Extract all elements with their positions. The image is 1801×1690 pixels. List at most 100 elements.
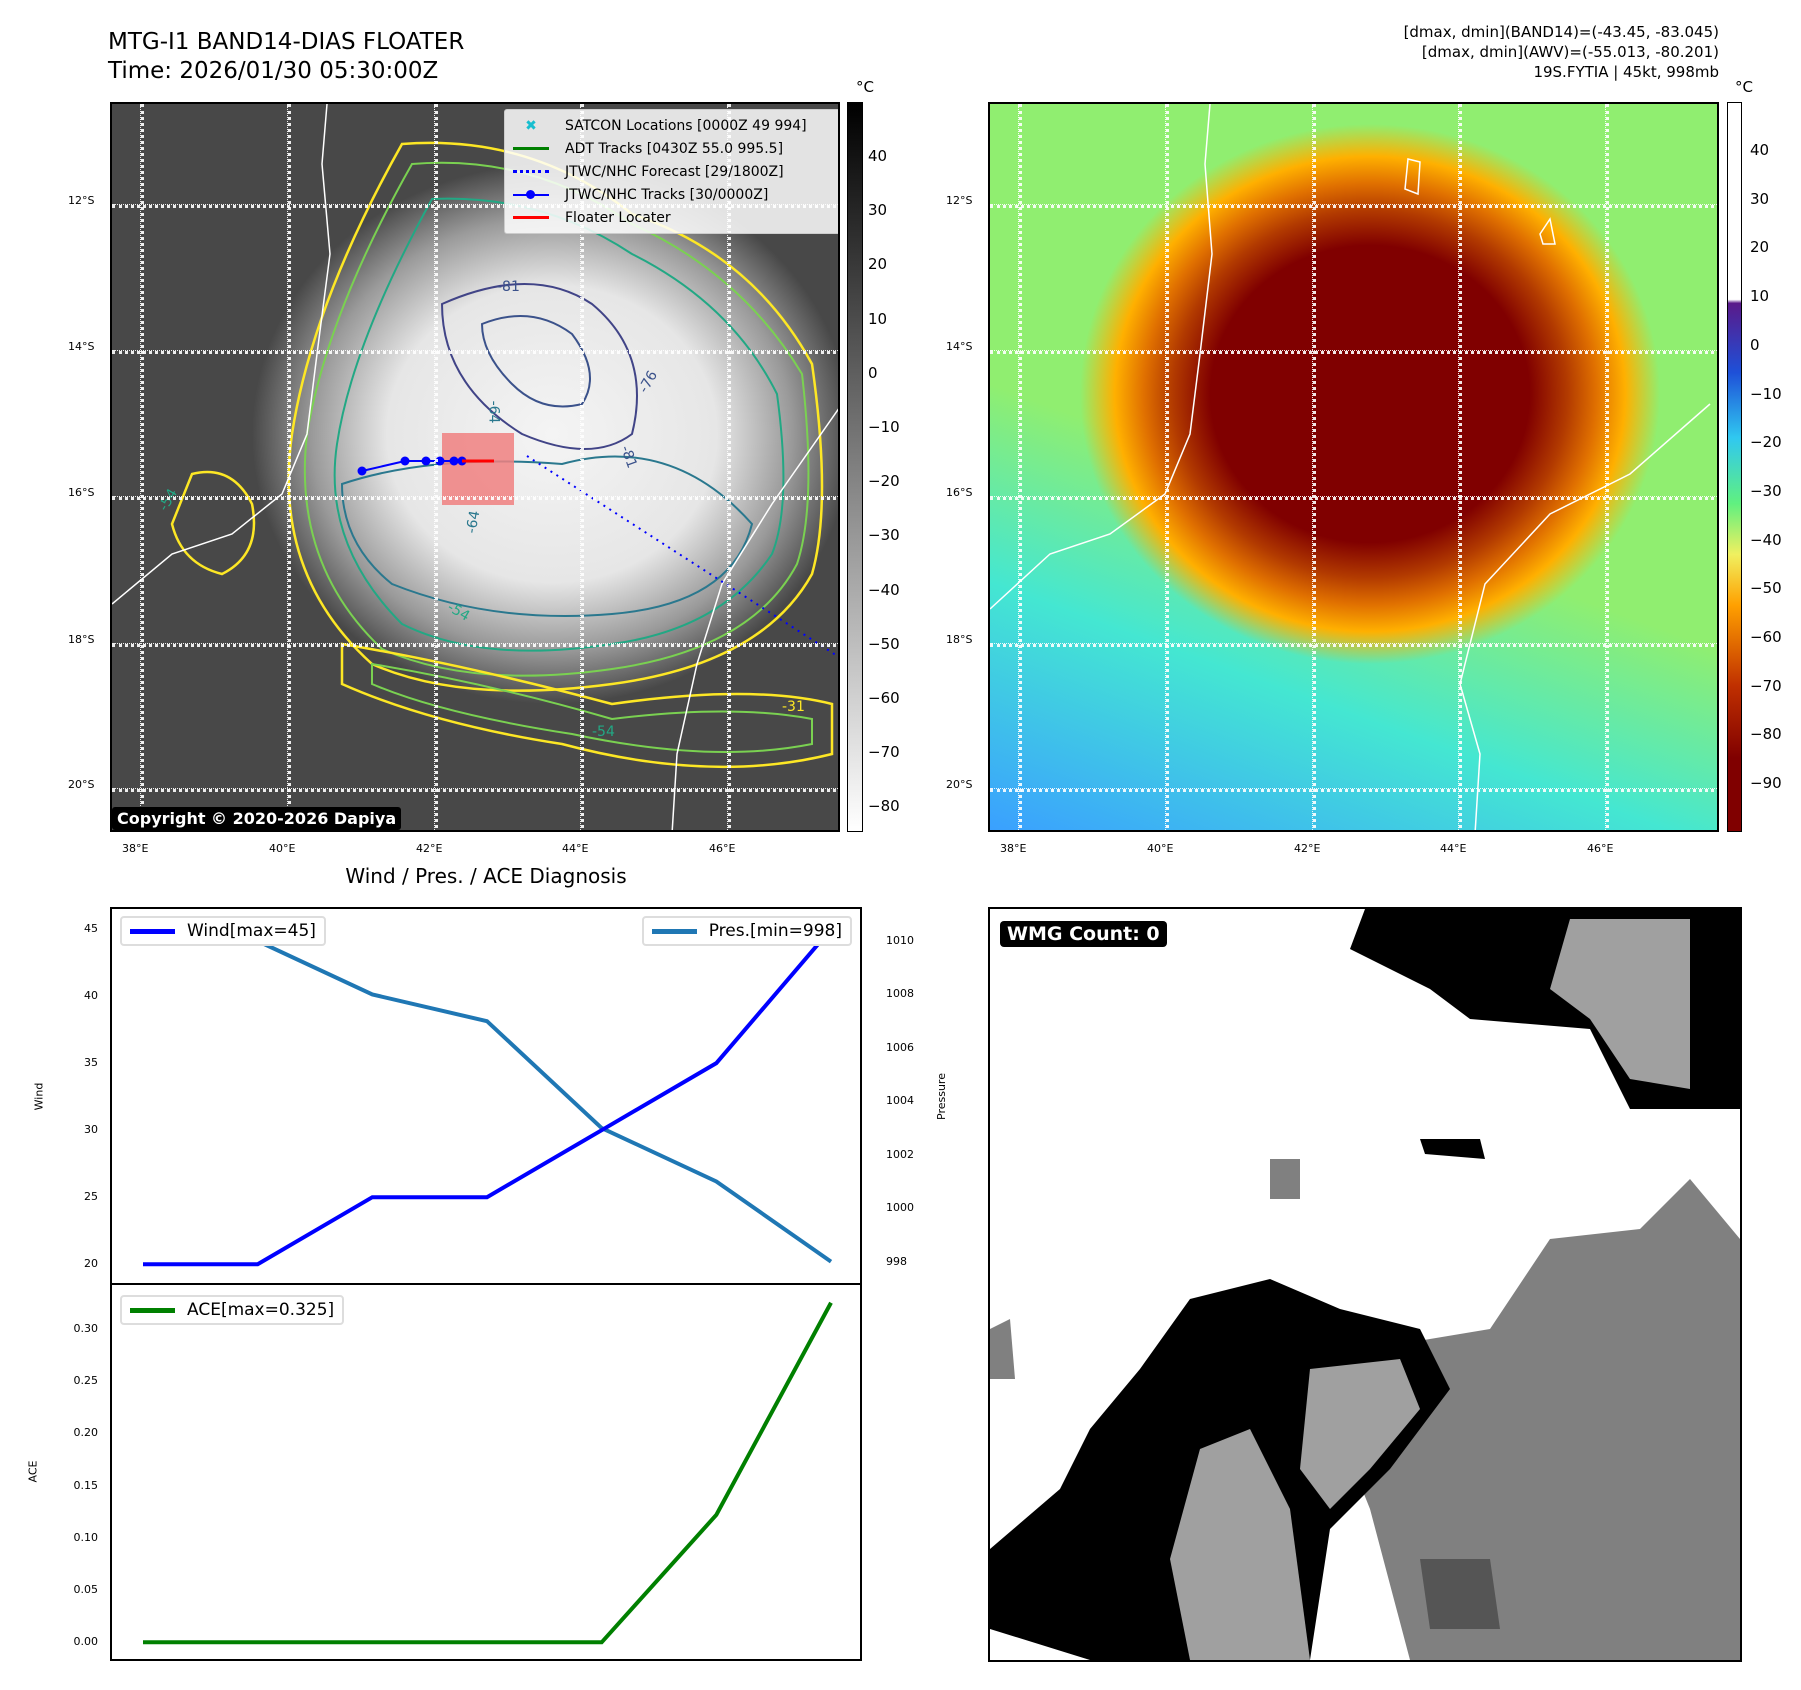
legend-label: JTWC/NHC Tracks [30/0000Z] xyxy=(565,186,769,203)
figure-title: MTG-I1 BAND14-DIAS FLOATER Time: 2026/01… xyxy=(108,28,464,86)
legend-label: SATCON Locations [0000Z 49 994] xyxy=(565,117,807,134)
legend-line-icon xyxy=(130,928,175,934)
wind-tick-label: 20 xyxy=(84,1257,98,1271)
left-colorbar-unit: °C xyxy=(856,78,874,96)
wind-legend: Wind[max=45] xyxy=(120,916,326,946)
lat-tick-label: 20°S xyxy=(946,778,973,791)
legend-label: Wind[max=45] xyxy=(187,921,316,941)
colorbar-tick-label: 30 xyxy=(1750,189,1770,208)
line-marker-icon xyxy=(511,189,551,200)
wmg-image xyxy=(990,909,1740,1660)
line-icon xyxy=(511,144,551,154)
storm-info: 19S.FYTIA | 45kt, 998mb xyxy=(1533,63,1719,81)
ace-chart: ACE[max=0.325] xyxy=(110,1283,862,1661)
colorbar-tick-label: 20 xyxy=(868,255,888,274)
contour-label: -31 xyxy=(782,699,805,715)
lon-tick-label: 42°E xyxy=(1294,842,1321,855)
wind-axis-label: Wind xyxy=(32,1082,46,1111)
pressure-tick-label: 1002 xyxy=(886,1147,914,1161)
lon-tick-label: 38°E xyxy=(122,842,149,855)
wind-tick-label: 30 xyxy=(84,1123,98,1137)
legend-label: Floater Locater xyxy=(565,209,671,226)
right-colorbar-unit: °C xyxy=(1735,78,1753,96)
colorbar-tick-label: −70 xyxy=(868,743,900,762)
colorbar-tick-label: −30 xyxy=(1750,481,1782,500)
colorbar-tick-label: −30 xyxy=(868,526,900,545)
colorbar-tick-label: 10 xyxy=(868,309,888,328)
stats-info: [dmax, dmin](BAND14)=(-43.45, -83.045) [… xyxy=(1404,22,1719,82)
lon-tick-label: 44°E xyxy=(562,842,589,855)
pressure-tick-label: 1010 xyxy=(886,934,914,948)
colorbar-tick-label: −80 xyxy=(868,797,900,816)
lat-tick-label: 20°S xyxy=(68,778,95,791)
colorbar-tick-label: −70 xyxy=(1750,676,1782,695)
colorbar-tick-label: 30 xyxy=(868,201,888,220)
colorbar-tick-label: 10 xyxy=(1750,287,1770,306)
legend-label: JTWC/NHC Forecast [29/1800Z] xyxy=(565,163,784,180)
ace-tick-label: 0.10 xyxy=(73,1530,99,1544)
colorbar-tick-label: −10 xyxy=(1750,384,1782,403)
lon-tick-label: 46°E xyxy=(1587,842,1614,855)
wmg-panel: WMG Count: 0 xyxy=(988,907,1742,1662)
wind-pressure-chart: Wind[max=45] Pres.[min=998] xyxy=(110,907,862,1285)
band14-stats: [dmax, dmin](BAND14)=(-43.45, -83.045) xyxy=(1403,23,1719,41)
wind-tick-label: 25 xyxy=(84,1190,98,1204)
lon-tick-label: 46°E xyxy=(709,842,736,855)
lon-tick-label: 44°E xyxy=(1440,842,1467,855)
colorbar-tick-label: −40 xyxy=(868,580,900,599)
wind-tick-label: 40 xyxy=(84,989,98,1003)
line-icon xyxy=(511,213,551,223)
contours xyxy=(112,104,838,830)
lat-tick-label: 18°S xyxy=(946,633,973,646)
wind-line xyxy=(143,927,833,1267)
lon-tick-label: 40°E xyxy=(269,842,296,855)
pressure-tick-label: 1006 xyxy=(886,1040,914,1054)
wind-tick-label: 35 xyxy=(84,1056,98,1070)
pressure-axis-label: Pressure xyxy=(934,1073,948,1120)
colorbar-tick-label: −60 xyxy=(868,689,900,707)
legend-label: ACE[max=0.325] xyxy=(187,1300,335,1320)
contour-label: -64 xyxy=(485,400,502,424)
dotted-line-icon xyxy=(511,167,551,177)
ace-tick-label: 0.30 xyxy=(73,1321,99,1335)
ace-tick-label: 0.25 xyxy=(73,1374,99,1388)
colorbar-tick-label: −40 xyxy=(1750,530,1782,549)
x-marker-icon: ✖ xyxy=(525,117,537,134)
lon-tick-label: 38°E xyxy=(1000,842,1027,855)
colorbar-tick-label: 0 xyxy=(868,363,878,382)
coastlines xyxy=(990,104,1711,830)
chart-title: Wind / Pres. / ACE Diagnosis xyxy=(345,864,627,888)
legend-line-icon xyxy=(130,1307,175,1313)
lon-tick-label: 42°E xyxy=(416,842,443,855)
contour-label: -81 xyxy=(497,279,520,295)
colorbar-tick-label: 40 xyxy=(1750,141,1770,159)
legend-floater: Floater Locater xyxy=(511,206,838,229)
colorbar-tick-label: −20 xyxy=(1750,433,1782,452)
pressure-tick-label: 1008 xyxy=(886,987,914,1001)
time-text: Time: 2026/01/30 05:30:00Z xyxy=(108,58,439,84)
lat-tick-label: 18°S xyxy=(68,633,95,646)
right-colorbar xyxy=(1727,102,1742,832)
colorbar-tick-label: −80 xyxy=(1750,725,1782,744)
lat-tick-label: 14°S xyxy=(946,340,973,353)
colorbar-tick-label: −20 xyxy=(868,472,900,491)
copyright-label: Copyright © 2020-2026 Dapiya xyxy=(112,807,402,830)
pressure-tick-label: 1000 xyxy=(886,1201,914,1215)
lat-tick-label: 16°S xyxy=(68,486,95,499)
ace-legend: ACE[max=0.325] xyxy=(120,1295,345,1325)
forecast-track xyxy=(526,455,838,658)
colorbar-tick-label: −50 xyxy=(1750,579,1782,598)
legend-label: ADT Tracks [0430Z 55.0 995.5] xyxy=(565,140,784,157)
floater-locator-box xyxy=(442,433,514,505)
wind-tick-label: 45 xyxy=(84,922,98,936)
ace-tick-label: 0.05 xyxy=(73,1583,99,1597)
colorbar-tick-label: 0 xyxy=(1750,335,1760,354)
colorbar-tick-label: −60 xyxy=(1750,628,1782,646)
legend-forecast: JTWC/NHC Forecast [29/1800Z] xyxy=(511,160,838,183)
colorbar-tick-label: 20 xyxy=(1750,238,1770,257)
wmg-count-label: WMG Count: 0 xyxy=(1000,921,1167,947)
pressure-line xyxy=(143,939,833,1264)
awv-map xyxy=(988,102,1719,832)
colorbar-tick-label: −50 xyxy=(868,634,900,653)
